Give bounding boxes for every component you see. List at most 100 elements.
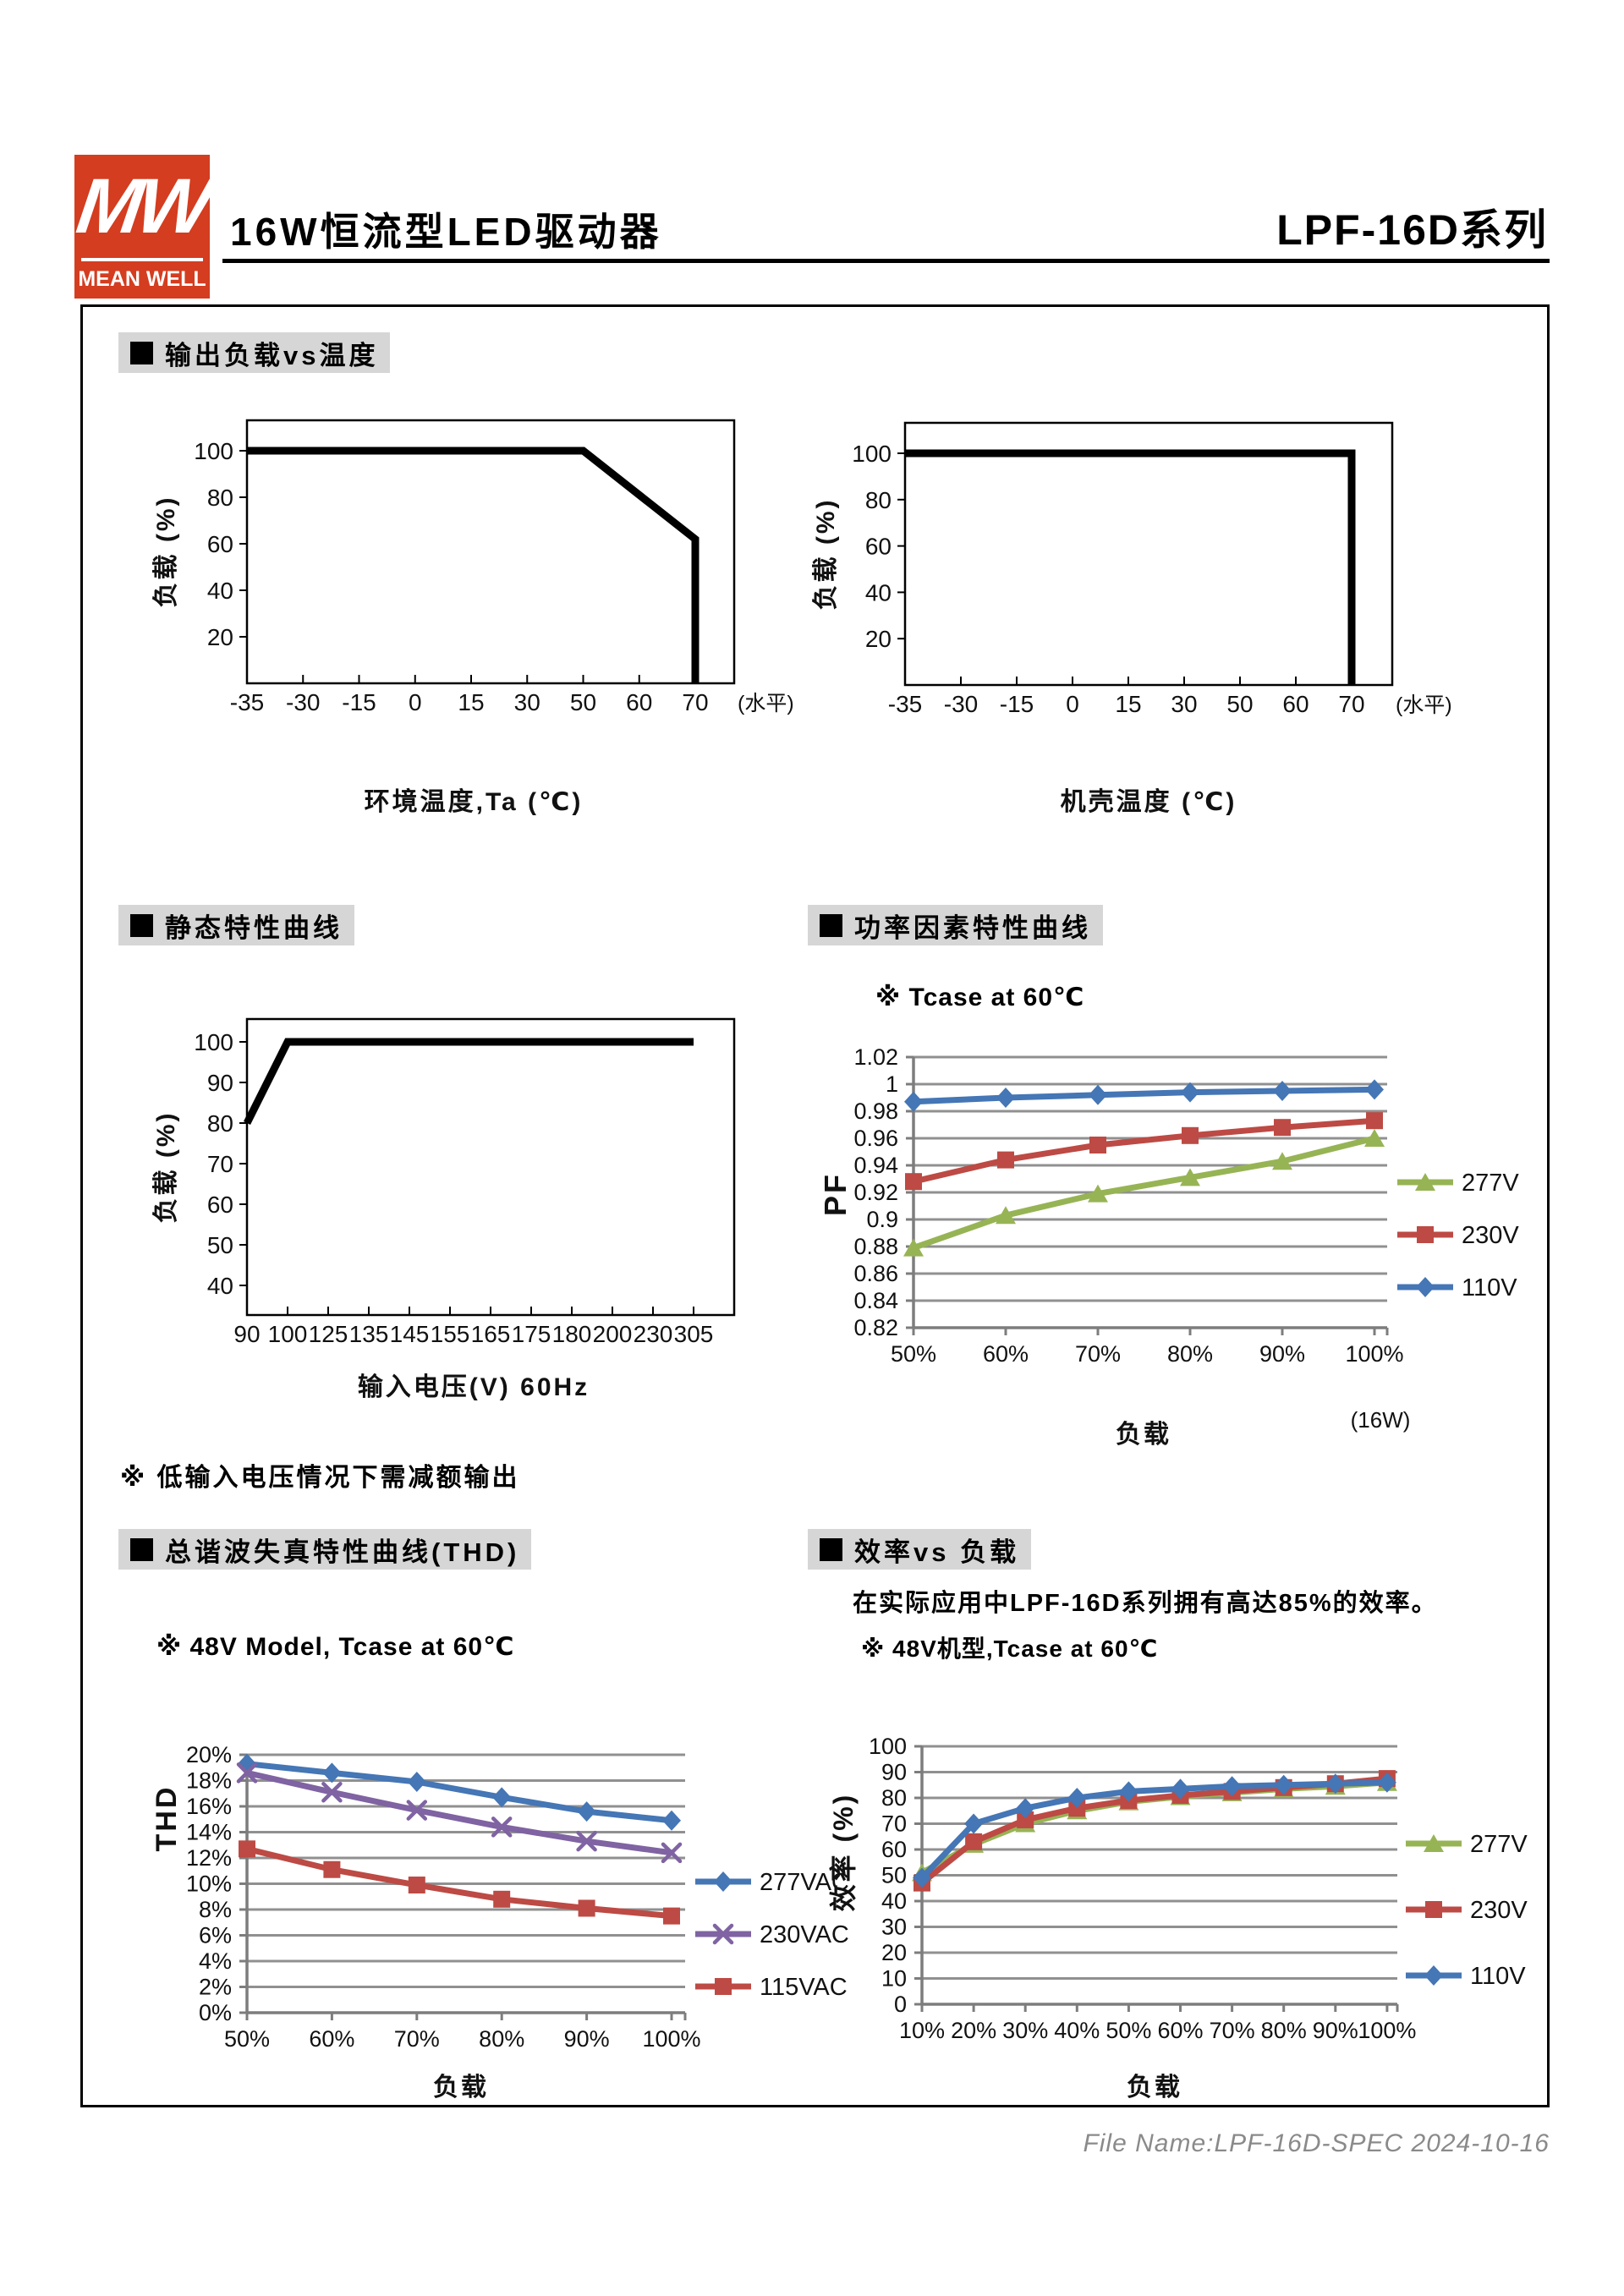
svg-text:-15: -15 — [1000, 691, 1034, 717]
svg-text:15: 15 — [1115, 691, 1141, 717]
svg-text:40: 40 — [207, 578, 233, 604]
series-277V — [903, 1129, 1385, 1257]
svg-text:2%: 2% — [199, 1975, 232, 2000]
svg-text:(水平): (水平) — [738, 692, 794, 715]
section-thd-curve: 总谐波失真特性曲线(THD) — [118, 1529, 532, 1570]
svg-text:0: 0 — [894, 1992, 907, 2017]
svg-text:30%: 30% — [1002, 2018, 1048, 2043]
svg-text:230VAC: 230VAC — [760, 1921, 849, 1948]
svg-text:负载 (%): 负载 (%) — [812, 498, 840, 611]
svg-text:60: 60 — [1282, 691, 1309, 717]
svg-text:110V: 110V — [1462, 1274, 1517, 1301]
svg-text:180: 180 — [552, 1321, 592, 1347]
plot-border — [245, 1017, 736, 1317]
svg-text:20: 20 — [865, 626, 892, 652]
svg-text:90: 90 — [881, 1760, 907, 1785]
svg-text:-35: -35 — [888, 691, 922, 717]
svg-text:THD: THD — [151, 1785, 183, 1852]
logo-divider — [81, 258, 203, 261]
svg-text:277VAC: 277VAC — [760, 1869, 849, 1896]
section-bullet-icon — [130, 1537, 153, 1561]
svg-text:(16W): (16W) — [1351, 1407, 1411, 1433]
svg-text:70%: 70% — [394, 2026, 440, 2052]
svg-text:70: 70 — [682, 689, 708, 715]
svg-text:135: 135 — [349, 1321, 389, 1347]
svg-text:(水平): (水平) — [1396, 693, 1452, 717]
file-name-footer: File Name:LPF-16D-SPEC 2024-10-16 — [1083, 2129, 1550, 2157]
thd-legend: 277VAC 230VAC 115VAC — [695, 1869, 849, 2001]
logo-brand-text: MEAN WELL — [78, 267, 206, 291]
plot-border — [903, 421, 1394, 687]
pf-condition-note: ※ Tcase at 60℃ — [875, 984, 1085, 1011]
svg-text:80: 80 — [865, 487, 892, 513]
svg-text:155: 155 — [431, 1321, 470, 1347]
series-110V — [904, 1079, 1384, 1112]
power-factor-legend: 277V 230V 110V — [1397, 1170, 1519, 1301]
svg-text:50%: 50% — [891, 1341, 936, 1367]
ambient-derating-chart: -35 -30 -15 0 15 30 50 60 70 (水平) 20 40 60 80 100 环境温度,… — [152, 419, 794, 816]
svg-text:10: 10 — [881, 1966, 907, 1992]
svg-text:90%: 90% — [564, 2026, 610, 2052]
svg-text:0.9: 0.9 — [866, 1207, 898, 1232]
svg-text:输入电压(V) 60Hz: 输入电压(V) 60Hz — [358, 1373, 590, 1401]
svg-text:70: 70 — [1338, 691, 1364, 717]
svg-text:145: 145 — [390, 1321, 430, 1347]
svg-text:0.86: 0.86 — [853, 1261, 898, 1286]
svg-text:12%: 12% — [186, 1845, 232, 1871]
svg-text:100%: 100% — [1358, 2018, 1416, 2043]
svg-text:70: 70 — [207, 1151, 233, 1177]
svg-text:110V: 110V — [1470, 1963, 1526, 1990]
svg-text:0: 0 — [1066, 691, 1079, 717]
svg-text:负载: 负载 — [1127, 2074, 1182, 2101]
svg-text:16%: 16% — [186, 1794, 232, 1819]
svg-text:20: 20 — [881, 1940, 907, 1965]
svg-text:80%: 80% — [1167, 1341, 1213, 1367]
svg-text:125: 125 — [309, 1321, 348, 1347]
section-title: 静态特性曲线 — [165, 912, 343, 943]
svg-text:30: 30 — [1171, 691, 1197, 717]
svg-text:0.84: 0.84 — [853, 1288, 898, 1313]
series-title: LPF-16D系列 — [1276, 206, 1548, 254]
svg-text:机壳温度 (℃): 机壳温度 (℃) — [1061, 788, 1237, 816]
svg-text:效率 (%): 效率 (%) — [828, 1793, 859, 1912]
svg-text:1.02: 1.02 — [853, 1044, 898, 1070]
content-frame — [80, 304, 1550, 2107]
svg-text:100%: 100% — [1345, 1341, 1403, 1367]
svg-text:100: 100 — [869, 1734, 907, 1759]
svg-text:负载 (%): 负载 (%) — [152, 496, 180, 608]
series-load-derating — [247, 447, 700, 683]
section-title: 功率因素特性曲线 — [854, 912, 1091, 943]
section-power-factor-curve: 功率因素特性曲线 — [808, 905, 1103, 945]
section-title: 效率vs 负载 — [854, 1537, 1020, 1567]
svg-text:80: 80 — [207, 1110, 233, 1137]
svg-text:60: 60 — [207, 531, 233, 557]
section-bullet-icon — [820, 1537, 842, 1561]
section-static-curve: 静态特性曲线 — [118, 905, 354, 945]
meanwell-logo: MW MEAN WELL — [72, 155, 212, 299]
efficiency-legend: 277V 230V 110V — [1406, 1831, 1528, 1990]
svg-text:115VAC: 115VAC — [760, 1974, 848, 2001]
section-bullet-icon — [130, 341, 153, 364]
svg-text:15: 15 — [458, 689, 484, 715]
svg-text:70%: 70% — [1075, 1341, 1121, 1367]
svg-text:50: 50 — [881, 1863, 907, 1888]
svg-text:0.92: 0.92 — [853, 1180, 898, 1205]
section-title: 总谐波失真特性曲线(THD) — [165, 1537, 520, 1567]
thd-chart: 0%2%4%6%8%10%12%14%16%18%20% 50% 60% 70% 80%… — [151, 1742, 849, 2101]
svg-text:305: 305 — [674, 1321, 714, 1347]
header-rule — [222, 259, 1550, 263]
series-230VAC — [236, 1762, 683, 1864]
svg-text:0.82: 0.82 — [853, 1315, 898, 1340]
svg-text:6%: 6% — [199, 1923, 232, 1948]
svg-text:60%: 60% — [309, 2026, 354, 2052]
svg-text:100: 100 — [194, 1029, 233, 1055]
series-230V — [905, 1112, 1383, 1191]
svg-text:100: 100 — [194, 438, 233, 464]
svg-text:175: 175 — [512, 1321, 551, 1347]
series-115VAC — [239, 1840, 680, 1925]
svg-text:277V: 277V — [1462, 1170, 1519, 1197]
svg-text:18%: 18% — [186, 1768, 232, 1794]
svg-text:负载 (%): 负载 (%) — [152, 1111, 180, 1224]
efficiency-condition-note: ※ 48V机型,Tcase at 60℃ — [861, 1636, 1159, 1662]
